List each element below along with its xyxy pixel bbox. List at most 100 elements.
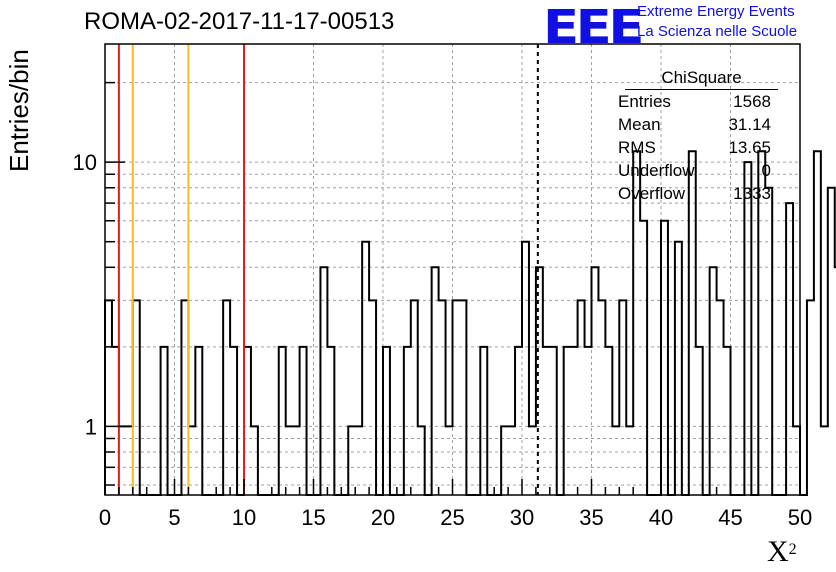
histogram-bin: [404, 347, 411, 495]
y-tick-label: 10: [73, 150, 97, 175]
histogram-bin: [515, 347, 522, 495]
histogram-bin: [181, 300, 188, 495]
logo-subtitle-2: La Scienza nelle Scuole: [637, 23, 798, 40]
stats-row-entries: Entries 1568: [611, 90, 778, 113]
stats-value: 0: [761, 161, 771, 180]
histogram-bin: [724, 347, 731, 495]
histogram-bin: [585, 347, 592, 495]
x-tick-label: 0: [99, 505, 111, 530]
stats-value: 1568: [733, 92, 771, 111]
stats-row-mean: Mean 31.14: [611, 113, 778, 136]
stats-value: 13.65: [728, 138, 771, 157]
logo-subtitle-1: Extreme Energy Events: [637, 3, 795, 20]
axis-ticks: 0 5 10 15 20 25 30 35 40 45 50 1 10: [73, 81, 812, 530]
histogram-bin: [640, 221, 647, 495]
histogram-bin: [744, 162, 751, 495]
stats-value: 1333: [733, 184, 771, 203]
histogram-bin: [355, 426, 362, 495]
histogram-bin: [807, 300, 814, 495]
histogram-bin: [765, 188, 772, 495]
histogram-bin: [661, 221, 668, 495]
histogram-bin: [793, 426, 800, 495]
x-tick-label: 45: [718, 505, 742, 530]
histogram-bin: [446, 426, 453, 495]
stats-title: ChiSquare: [625, 66, 778, 90]
histogram-bin: [480, 347, 487, 495]
histogram-bin: [675, 242, 682, 495]
histogram-bin: [828, 188, 835, 495]
stats-box: ChiSquare Entries 1568 Mean 31.14 RMS 13…: [611, 66, 778, 205]
histogram-bin: [300, 347, 307, 495]
histogram-bin: [411, 300, 418, 495]
histogram-bin: [571, 347, 578, 495]
histogram-bin: [529, 426, 536, 495]
stats-label: Overflow: [618, 184, 686, 203]
histogram-bin: [696, 347, 703, 495]
histogram-bin: [230, 347, 237, 495]
stats-label: RMS: [618, 138, 656, 157]
eee-logo: EEE: [543, 0, 645, 54]
histogram-bin: [592, 267, 599, 495]
histogram-bin: [598, 300, 605, 495]
histogram-bin: [522, 242, 529, 495]
stats-label: Entries: [618, 92, 671, 111]
histogram-bin: [362, 242, 369, 495]
histogram-bin: [251, 426, 258, 495]
histogram-bin: [612, 426, 619, 495]
histogram-bin: [459, 300, 466, 495]
histogram-bin: [432, 267, 439, 495]
histogram-bin: [508, 426, 515, 495]
histogram-bin: [619, 300, 626, 495]
x-tick-label: 35: [579, 505, 603, 530]
histogram-bin: [119, 426, 126, 495]
y-tick-label: 1: [85, 414, 97, 439]
x-tick-label: 25: [440, 505, 464, 530]
stats-row-underflow: Underflow 0: [611, 159, 778, 182]
chart-title: ROMA-02-2017-11-17-00513: [84, 8, 395, 35]
histogram-bin: [327, 347, 334, 495]
histogram-bin: [501, 426, 508, 495]
histogram-bin: [112, 347, 119, 495]
histogram-bin: [105, 300, 112, 495]
histogram-bin: [564, 347, 571, 495]
histogram-bin: [161, 347, 168, 495]
histogram-bin: [418, 426, 425, 495]
reference-lines: [117, 44, 539, 495]
grid: [105, 44, 800, 495]
x-tick-label: 30: [510, 505, 534, 530]
histogram-bin: [383, 347, 390, 495]
histogram-bin: [821, 426, 828, 495]
histogram-bin: [244, 347, 251, 495]
histogram-bin: [286, 426, 293, 495]
histogram-bin: [348, 426, 355, 495]
histogram-bin: [786, 203, 793, 495]
stats-value: 31.14: [728, 115, 771, 134]
x-tick-label: 5: [168, 505, 180, 530]
stats-label: Underflow: [618, 161, 695, 180]
x-tick-label: 20: [371, 505, 395, 530]
histogram-bin: [279, 347, 286, 495]
histogram-bin: [369, 300, 376, 495]
histogram-bin: [133, 300, 140, 495]
x-tick-label: 10: [232, 505, 256, 530]
histogram-bin: [126, 426, 133, 495]
histogram-bin: [717, 300, 724, 495]
x-tick-label: 50: [788, 505, 812, 530]
x-axis-label: X2: [767, 535, 797, 568]
histogram-bin: [543, 347, 550, 495]
histogram-bin: [439, 300, 446, 495]
y-axis-label: Entries/bin: [4, 49, 34, 172]
stats-row-overflow: Overflow 1333: [611, 182, 778, 205]
histogram-bin: [453, 300, 460, 495]
histogram-bin: [188, 426, 195, 495]
histogram-bin: [320, 267, 327, 495]
x-tick-label: 40: [649, 505, 673, 530]
histogram-bin: [223, 300, 230, 495]
histogram-bin: [626, 426, 633, 495]
histogram-bin: [578, 300, 585, 495]
histogram-bin: [550, 347, 557, 495]
histogram-bin: [293, 426, 300, 495]
stats-label: Mean: [618, 115, 661, 134]
x-tick-label: 15: [301, 505, 325, 530]
